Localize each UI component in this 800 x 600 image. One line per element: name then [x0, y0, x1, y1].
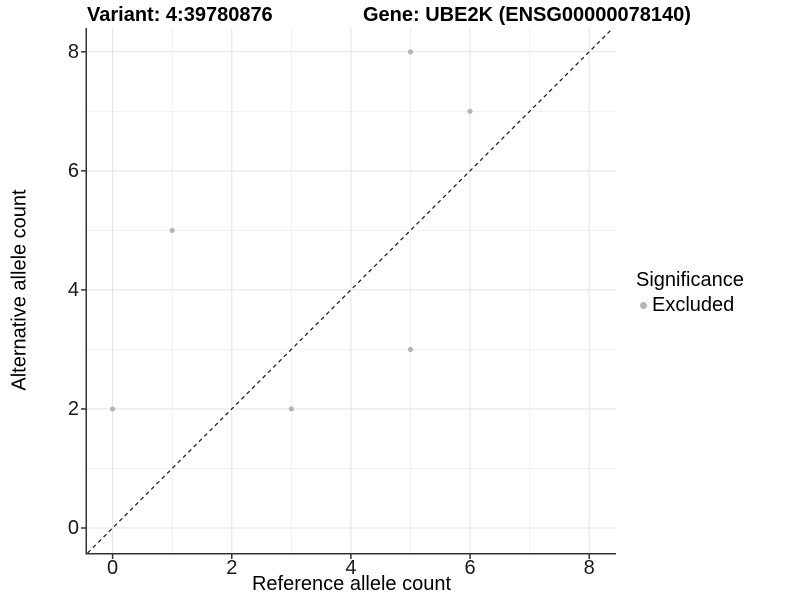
- y-tick-label: 0: [67, 517, 79, 539]
- legend-entry-label: Excluded: [652, 294, 735, 316]
- data-point: [467, 108, 473, 114]
- y-axis-title: Alternative allele count: [8, 189, 31, 391]
- plot-title-variant: Variant: 4:39780876: [87, 4, 273, 26]
- data-point: [288, 406, 294, 412]
- x-tick-label: 4: [345, 557, 357, 579]
- x-tick-label: 8: [583, 557, 595, 579]
- y-tick-label: 4: [67, 278, 79, 301]
- legend-title: Significance: [636, 269, 744, 291]
- x-tick-label: 2: [226, 557, 238, 579]
- y-tick-label: 6: [67, 159, 79, 182]
- y-tick-label: 8: [67, 40, 79, 63]
- x-tick-label: 6: [464, 557, 476, 579]
- legend-entry-excluded: Excluded: [634, 294, 744, 317]
- x-tick-label: 0: [107, 557, 119, 579]
- legend-key: [634, 297, 652, 315]
- x-axis-title: Reference allele count: [251, 573, 451, 595]
- identity-line: [87, 27, 614, 554]
- data-point: [169, 227, 175, 233]
- plot-title-gene: Gene: UBE2K (ENSG00000078140): [363, 4, 691, 26]
- data-point: [407, 49, 414, 55]
- excluded-point-icon: [639, 302, 647, 309]
- data-point: [407, 346, 414, 353]
- legend: Significance Excluded: [634, 269, 744, 317]
- y-tick-label: 2: [67, 397, 79, 420]
- data-point: [110, 406, 116, 412]
